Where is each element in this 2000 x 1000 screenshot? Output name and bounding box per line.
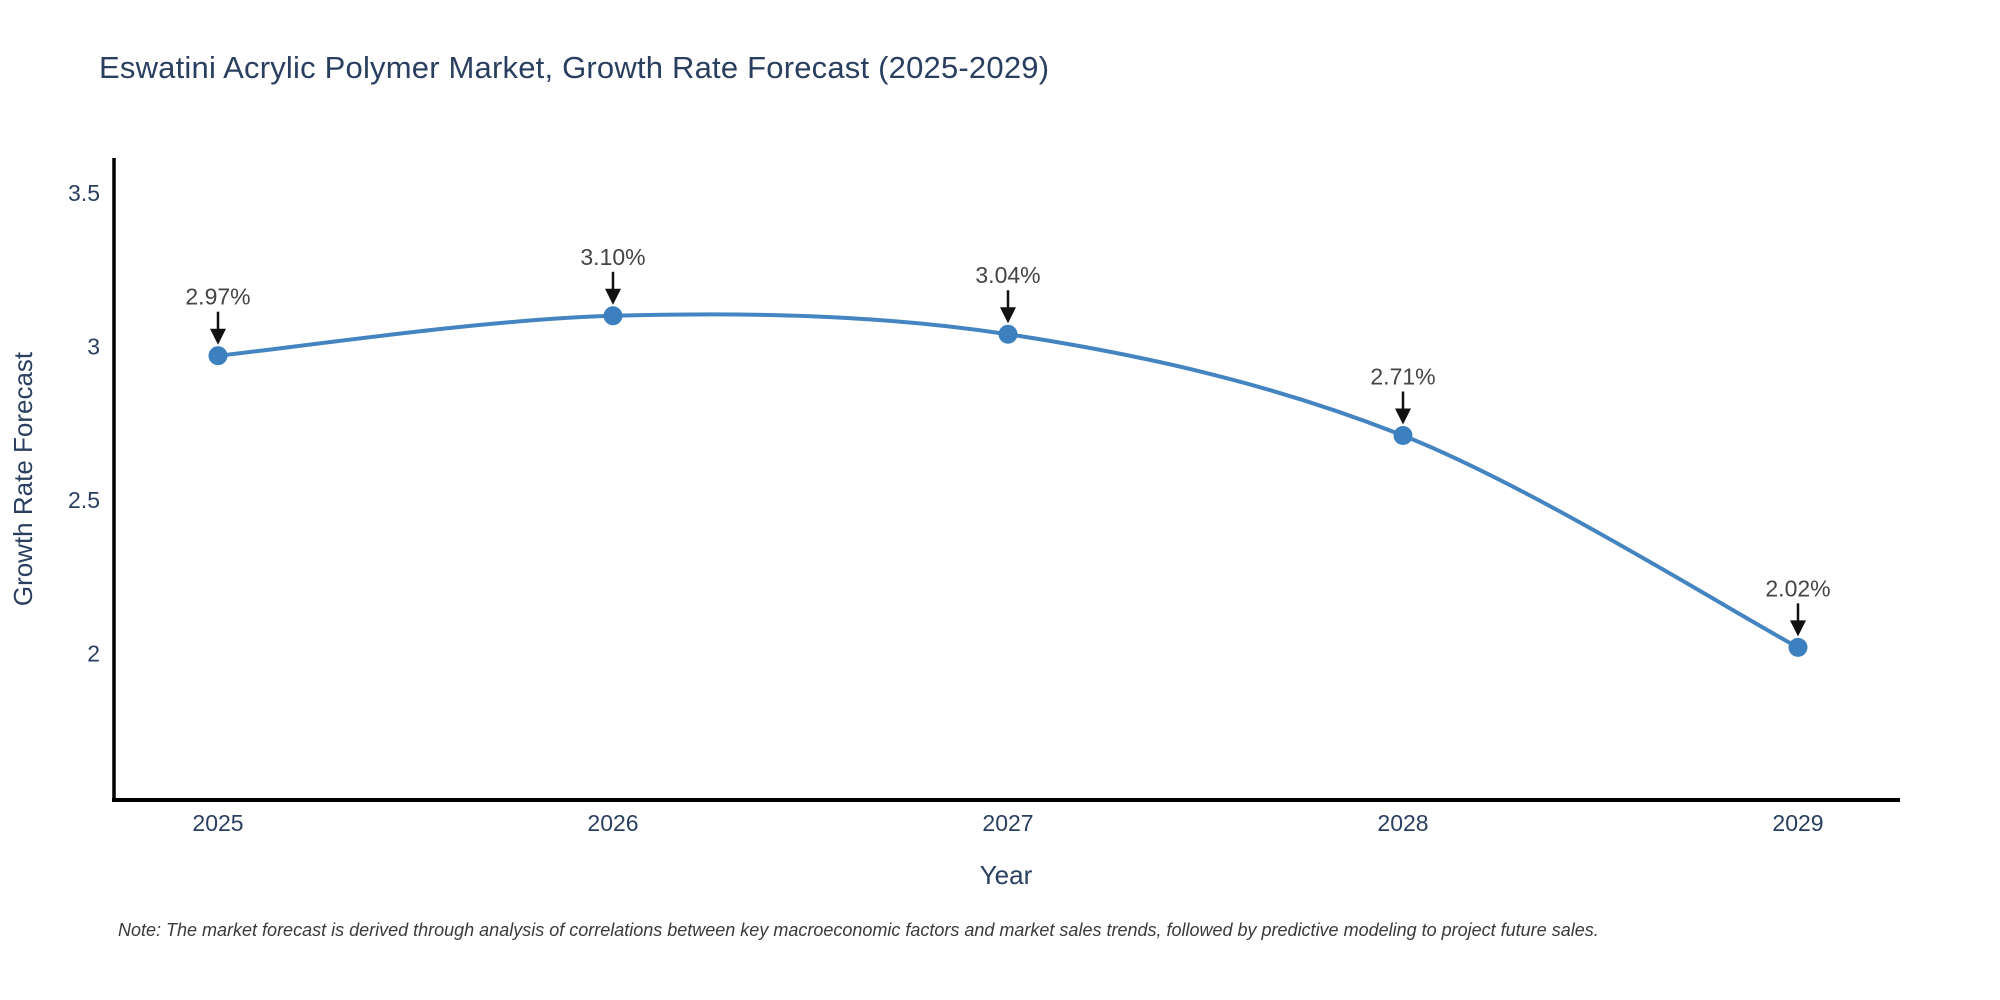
annotation-label: 3.10% xyxy=(580,244,645,270)
annotation-label: 2.97% xyxy=(185,284,250,310)
annotation-arrow-head xyxy=(1395,408,1411,425)
annotation-arrow-head xyxy=(1790,620,1806,637)
trend-line xyxy=(216,312,1800,650)
annotation-arrow-head xyxy=(605,288,621,305)
x-tick-label: 2029 xyxy=(1772,810,1823,836)
data-point-marker-2026 xyxy=(603,306,623,326)
y-tick-label: 3.5 xyxy=(68,180,100,206)
annotation-label: 2.02% xyxy=(1765,575,1830,601)
annotation-arrow-head xyxy=(210,328,226,345)
x-tick-label: 2026 xyxy=(587,810,638,836)
x-tick-label: 2027 xyxy=(982,810,1033,836)
y-tick-label: 2.5 xyxy=(68,487,100,513)
footnote: Note: The market forecast is derived thr… xyxy=(118,920,1599,940)
annotation-arrow-head xyxy=(1000,307,1016,324)
plot-area: 3.5 3 2.5 2 2025 2026 2027 2028 2029 2.97% 3.10% 3.… xyxy=(68,158,1900,836)
x-tick-label: 2025 xyxy=(192,810,243,836)
y-tick-label: 3 xyxy=(87,334,100,360)
data-point-marker-2029 xyxy=(1788,637,1808,657)
data-point-marker-2028 xyxy=(1393,426,1413,446)
data-point-marker-2025 xyxy=(208,346,228,366)
x-axis-title: Year xyxy=(980,860,1033,890)
x-tick-label: 2028 xyxy=(1377,810,1428,836)
chart-title: Eswatini Acrylic Polymer Market, Growth … xyxy=(99,50,1050,85)
y-axis-title: Growth Rate Forecast xyxy=(8,351,38,606)
y-tick-label: 2 xyxy=(87,641,100,667)
annotation-label: 3.04% xyxy=(975,262,1040,288)
data-point-marker-2027 xyxy=(998,324,1018,344)
annotation-label: 2.71% xyxy=(1370,364,1435,390)
